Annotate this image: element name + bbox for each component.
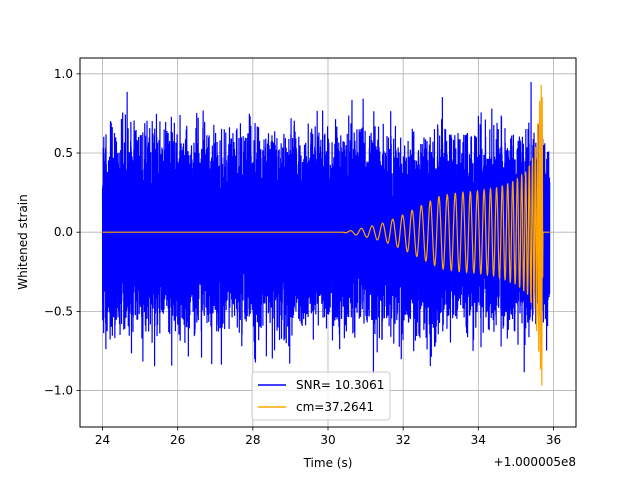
y-tick-label: −0.5 <box>44 304 73 318</box>
y-tick-label: 0.5 <box>54 146 73 160</box>
x-offset-label: +1.000005e8 <box>494 455 576 469</box>
y-tick-label: 1.0 <box>54 67 73 81</box>
series-line-cm <box>102 84 550 386</box>
x-tick-label: 26 <box>170 433 185 447</box>
x-tick-label: 36 <box>546 433 561 447</box>
x-axis-label: Time (s) <box>303 456 353 470</box>
legend-box <box>251 371 391 421</box>
x-tick-label: 34 <box>471 433 486 447</box>
y-axis-label: Whitened strain <box>16 194 30 290</box>
x-tick-label: 28 <box>245 433 260 447</box>
legend-label-cm: cm=37.2641 <box>296 400 374 414</box>
x-tick-label: 24 <box>95 433 110 447</box>
x-tick-label: 30 <box>320 433 335 447</box>
ticks: 24 26 28 30 32 34 36 −1.0 −0.5 0.0 0.5 1.0 <box>44 67 561 447</box>
series-line-snr <box>101 81 551 374</box>
series-layer <box>101 81 551 386</box>
y-tick-label: −1.0 <box>44 384 73 398</box>
legend-label-snr: SNR= 10.3061 <box>296 378 384 392</box>
legend: SNR= 10.3061 cm=37.2641 <box>251 371 391 421</box>
y-tick-label: 0.0 <box>54 225 73 239</box>
x-tick-label: 32 <box>396 433 411 447</box>
